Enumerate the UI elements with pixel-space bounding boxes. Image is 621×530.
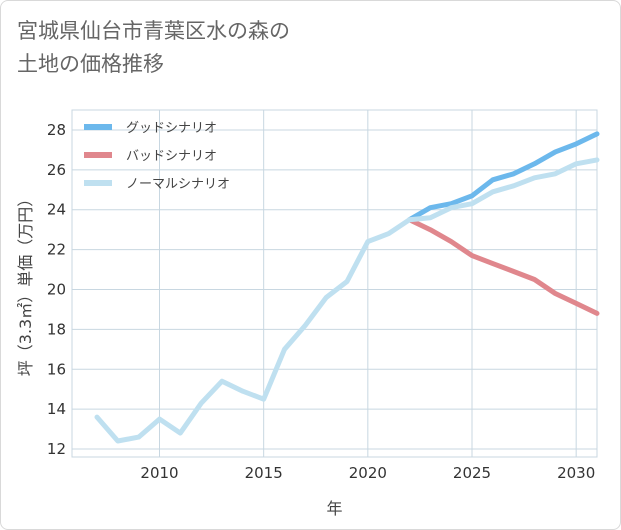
x-tick-label: 2015 [245, 464, 283, 482]
grid-lines [71, 109, 598, 458]
y-tick-label: 12 [47, 440, 66, 458]
y-tick-label: 14 [47, 400, 66, 418]
plot-area [71, 109, 598, 458]
y-axis-label: 坪（3.3㎡）単価（万円） [16, 191, 35, 376]
x-tick-label: 2030 [557, 464, 595, 482]
x-tick-label: 2020 [349, 464, 387, 482]
legend-label-normal: ノーマルシナリオ [126, 177, 230, 192]
y-tick-label: 24 [47, 201, 66, 219]
y-tick-label: 16 [47, 360, 66, 378]
axis-ticks: 12 14 16 18 20 22 24 26 28 2010 2015 2020 2025 2030 [47, 121, 595, 482]
y-tick-label: 26 [47, 161, 66, 179]
y-tick-label: 22 [47, 241, 66, 259]
chart-title: 宮城県仙台市青葉区水の森の 土地の価格推移 [17, 15, 517, 81]
y-tick-label: 18 [47, 320, 66, 338]
series-line-good [407, 131, 600, 223]
series-line-bad [407, 217, 600, 316]
chart-title-line1: 宮城県仙台市青葉区水の森の [17, 19, 290, 43]
series-lines [94, 131, 600, 444]
legend-label-good: グッドシナリオ [126, 121, 217, 136]
series-line-normal [94, 157, 600, 444]
x-tick-label: 2025 [453, 464, 491, 482]
x-axis-label: 年 [326, 499, 342, 518]
x-tick-label: 2010 [140, 464, 178, 482]
chart-title-line2: 土地の価格推移 [17, 52, 164, 76]
legend-label-bad: バッドシナリオ [126, 149, 217, 164]
y-tick-label: 28 [47, 121, 66, 139]
y-tick-label: 20 [47, 280, 66, 298]
